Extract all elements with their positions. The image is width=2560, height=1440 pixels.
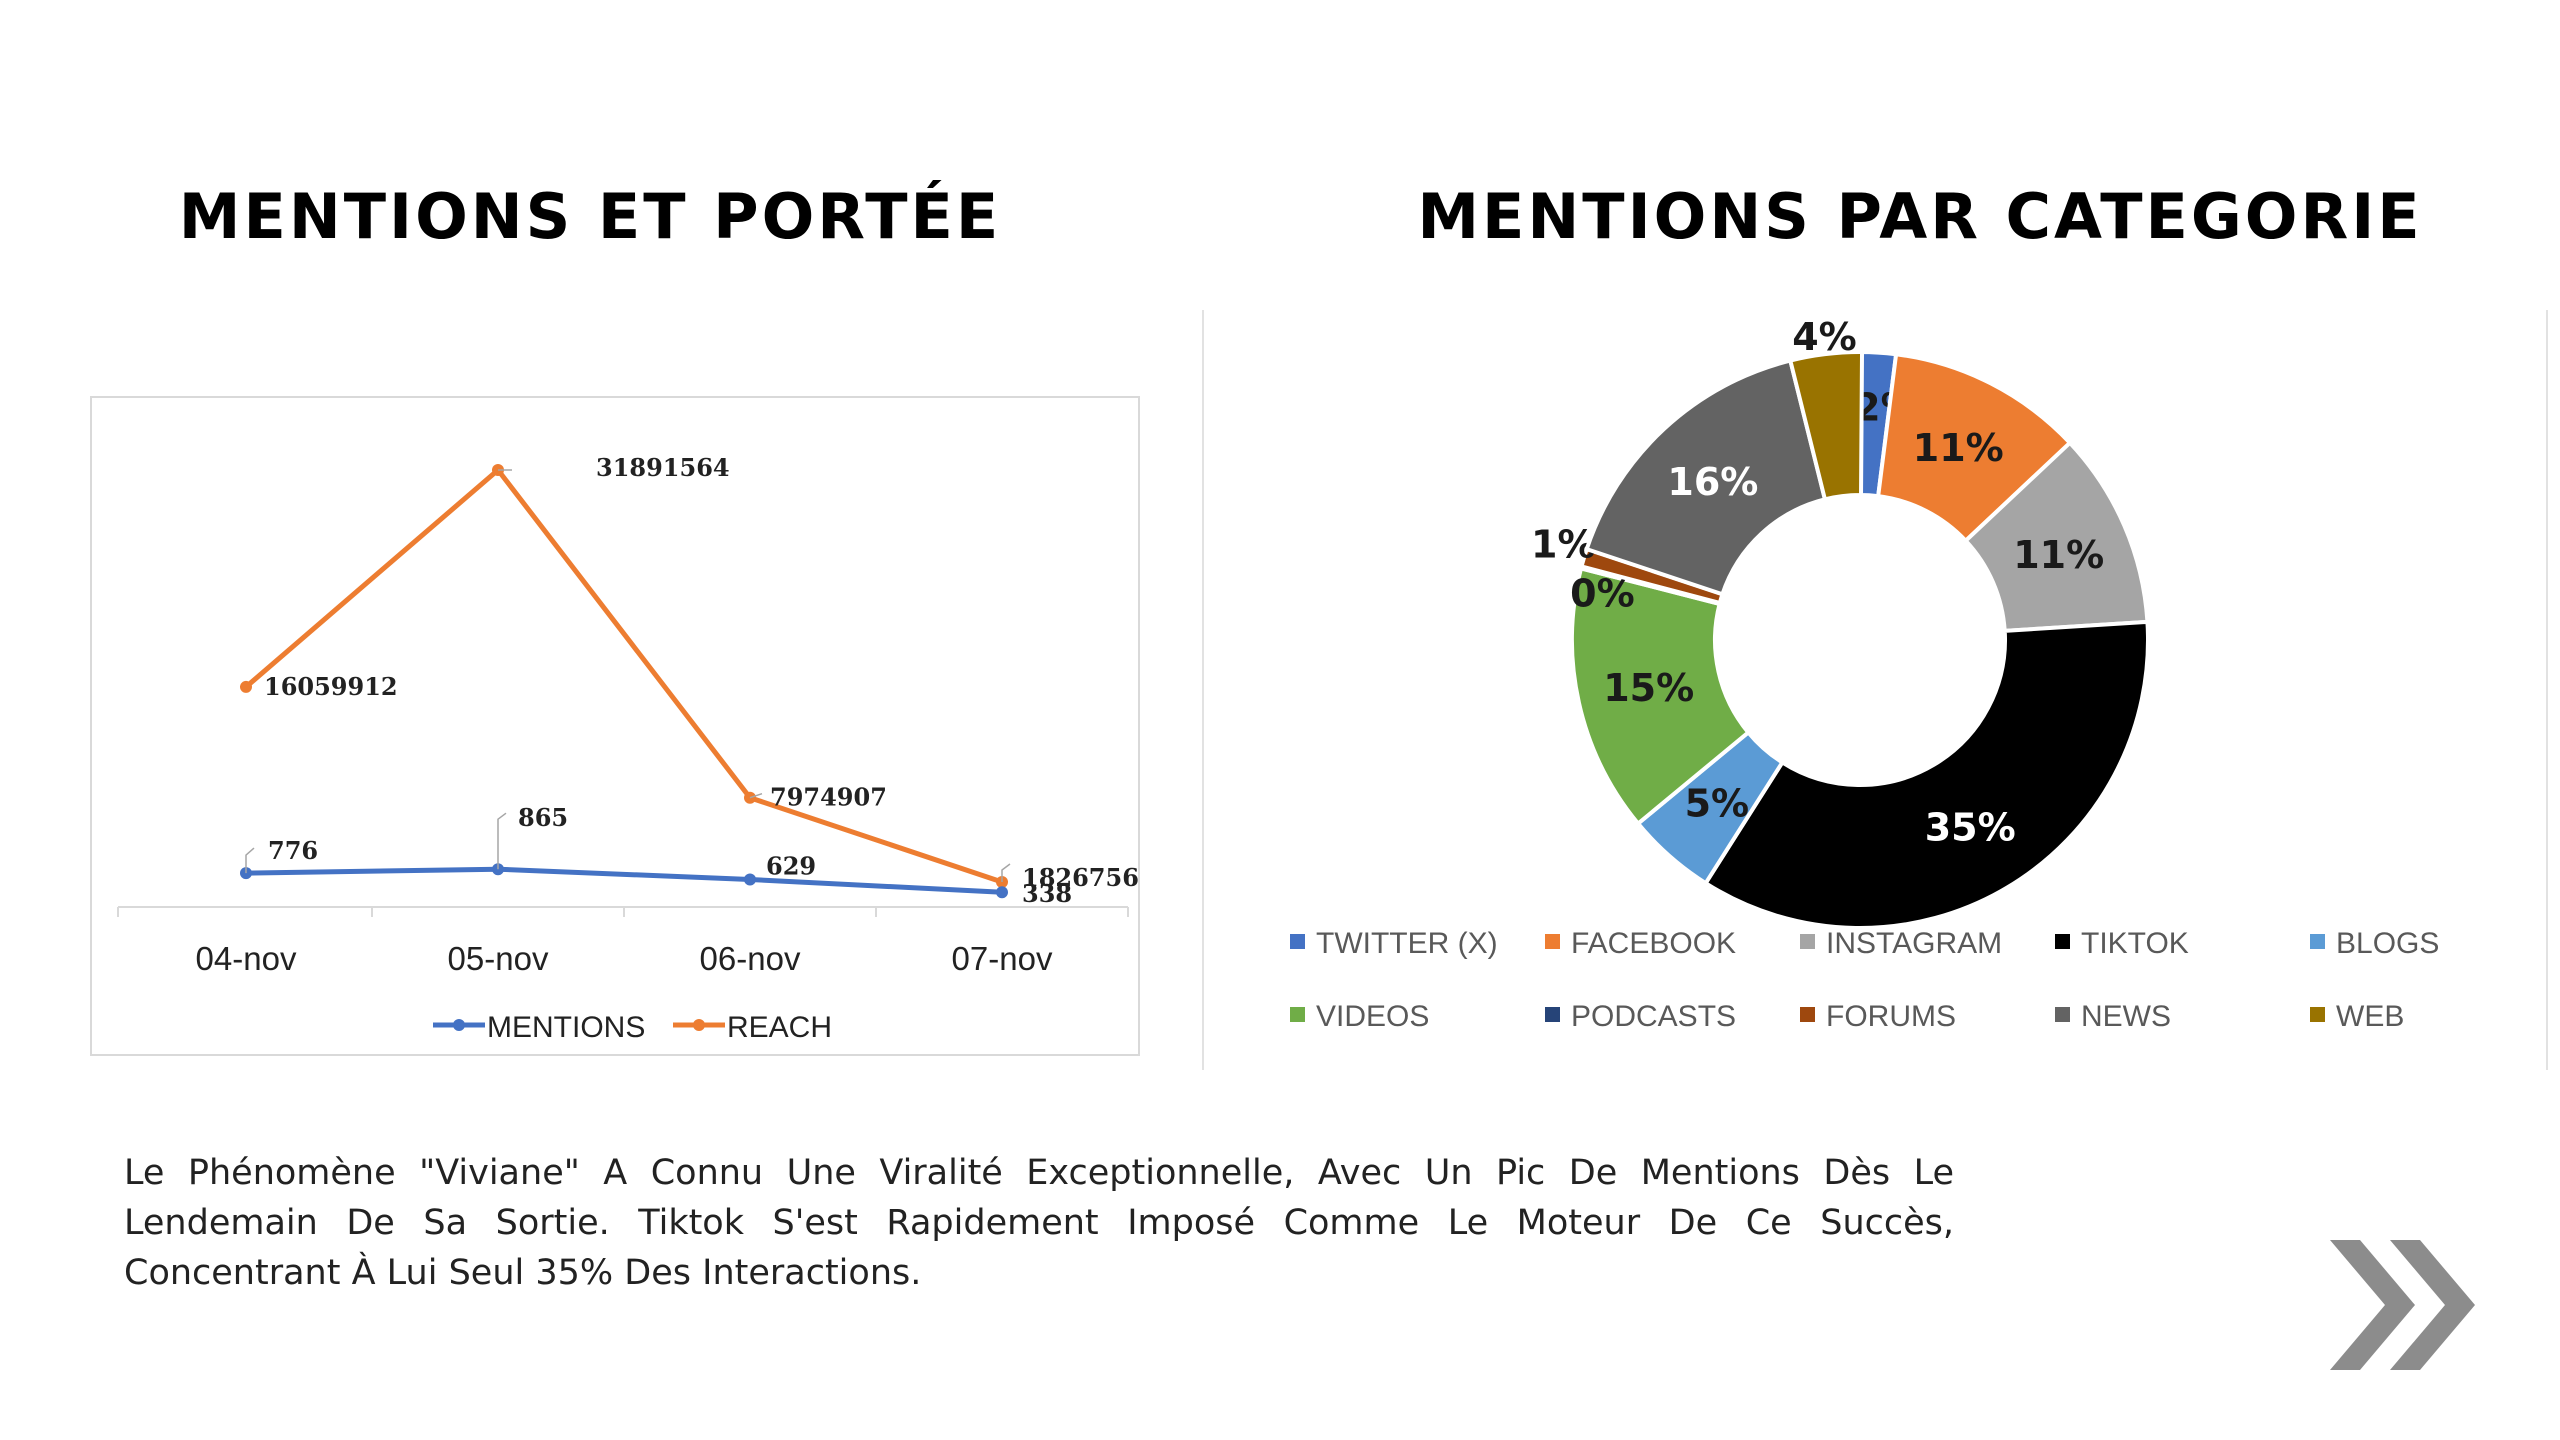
legend-swatch [1290,1007,1305,1022]
series-line-mentions [245,866,1003,895]
data-label: 629 [766,852,816,881]
slice-label: 11% [1913,426,2004,470]
data-point [996,886,1008,899]
donut-slice [1962,440,2150,634]
label-leader-line [749,793,763,799]
label-leader-line [1001,863,1011,882]
line-chart: 04-nov 05-nov 06-nov 07-nov 16059912 31891564… [117,453,1139,1044]
x-tick-label: 06-nov [700,940,801,977]
series-line-reach [244,467,1003,885]
data-label: 31891564 [596,453,730,482]
line-chart-title: MENTIONS ET PORTÉE [178,180,1002,253]
legend-label: TIKTOK [2081,927,2189,960]
legend-label: INSTAGRAM [1826,927,2002,960]
data-label: 776 [268,836,318,865]
legend-label: MENTIONS [487,1011,645,1044]
legend-label: NEWS [2081,1000,2171,1033]
label-leader-line [497,812,507,870]
legend-swatch [1545,1007,1560,1022]
donut-chart: 2%11%11%35%5%15%0%1%16%4%TWITTER (X) FACE… [1290,315,2439,1033]
slice-label: 16% [1667,460,1758,504]
data-label: 16059912 [264,672,398,701]
data-label: 338 [1022,879,1072,908]
slice-label: 1% [1531,523,1596,567]
legend-swatch [2055,934,2070,949]
description-text: Le Phénomène "Viviane" A Connu Une Viral… [124,1153,1954,1293]
double-chevron-right-icon[interactable] [2320,1230,2480,1380]
data-point [240,680,252,693]
donut-slice [1787,350,1865,502]
slice-label: 11% [2013,533,2104,577]
x-tick-label: 07-nov [952,940,1053,977]
legend-label: FORUMS [1826,1000,1956,1033]
donut-slice [1702,619,2150,930]
donut-slice [1570,565,1752,827]
legend-label: WEB [2336,1000,2404,1033]
legend-marker [453,1019,465,1031]
legend-label: BLOGS [2336,927,2439,960]
slice-label: 35% [1925,805,2016,849]
legend-label: REACH [727,1011,832,1044]
data-label: 865 [518,803,568,832]
x-tick-label: 05-nov [448,940,549,977]
legend-swatch [2310,934,2325,949]
legend-label: VIDEOS [1316,1000,1429,1033]
donut-slice [1584,358,1828,597]
divider-left [1202,310,1204,1070]
legend-marker [693,1019,705,1031]
donut-slice [1875,352,2073,544]
legend-swatch [2055,1007,2070,1022]
legend-label: PODCASTS [1571,1000,1736,1033]
legend-label: FACEBOOK [1571,927,1736,960]
slice-label: 5% [1685,781,1750,825]
legend-swatch [1800,934,1815,949]
slice-label: 15% [1603,666,1694,710]
legend-swatch [1545,934,1560,949]
slice-label: 4% [1792,315,1857,359]
data-label: 1826756 [1022,863,1139,892]
donut-chart-title: MENTIONS PAR CATEGORIE [1417,180,2423,253]
divider-right [2546,310,2548,1070]
legend-swatch [2310,1007,2325,1022]
line-chart-frame [90,396,1140,1056]
label-leader-line [245,847,255,874]
x-tick-label: 04-nov [196,940,297,977]
legend-swatch [1290,934,1305,949]
legend-label: TWITTER (X) [1316,927,1498,960]
data-point [744,873,756,886]
data-label: 7974907 [770,783,887,812]
legend-swatch [1800,1007,1815,1022]
